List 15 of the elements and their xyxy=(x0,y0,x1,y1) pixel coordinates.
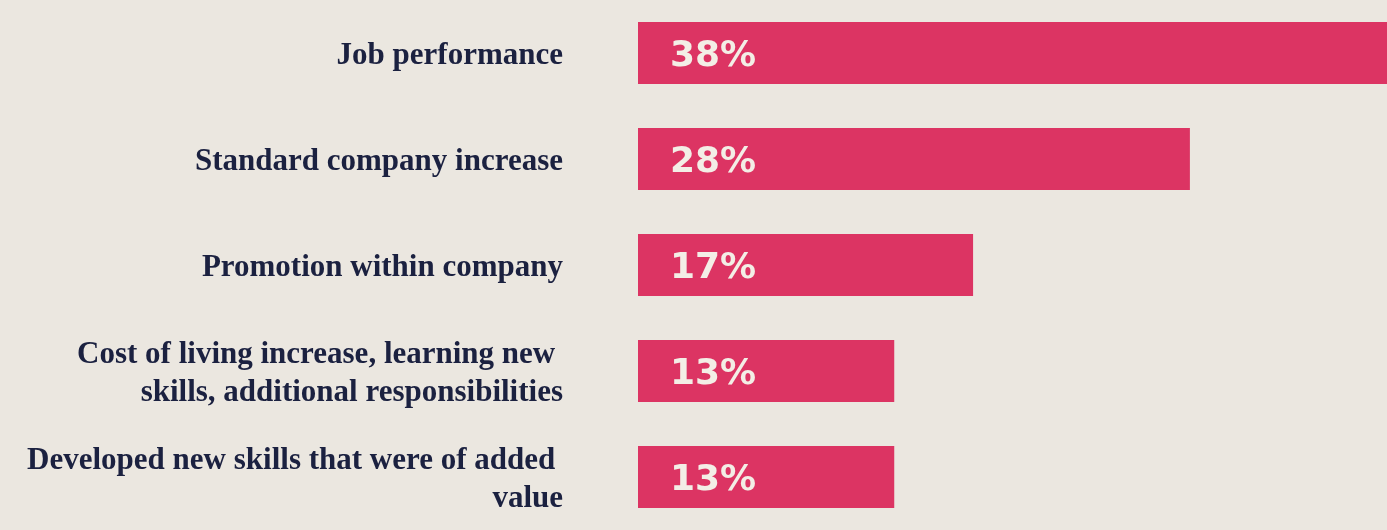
data-label: 13% xyxy=(670,350,757,392)
bar xyxy=(638,340,895,402)
data-label: 38% xyxy=(670,32,757,74)
y-tick-label: Cost of living increase, learning new skills, additional responsibilities xyxy=(77,334,563,408)
y-tick-label: Standard company increase xyxy=(194,141,563,177)
data-label: 17% xyxy=(670,244,757,286)
bar xyxy=(638,128,1190,190)
bar xyxy=(638,22,1387,84)
bar xyxy=(638,446,895,508)
y-tick-label: Promotion within company xyxy=(201,247,564,283)
data-label: 13% xyxy=(670,456,757,498)
y-tick-label: Developed new skills that were of added value xyxy=(27,440,563,514)
bar xyxy=(638,234,974,296)
y-tick-label: Job performance xyxy=(336,35,563,71)
data-label: 28% xyxy=(670,138,757,180)
